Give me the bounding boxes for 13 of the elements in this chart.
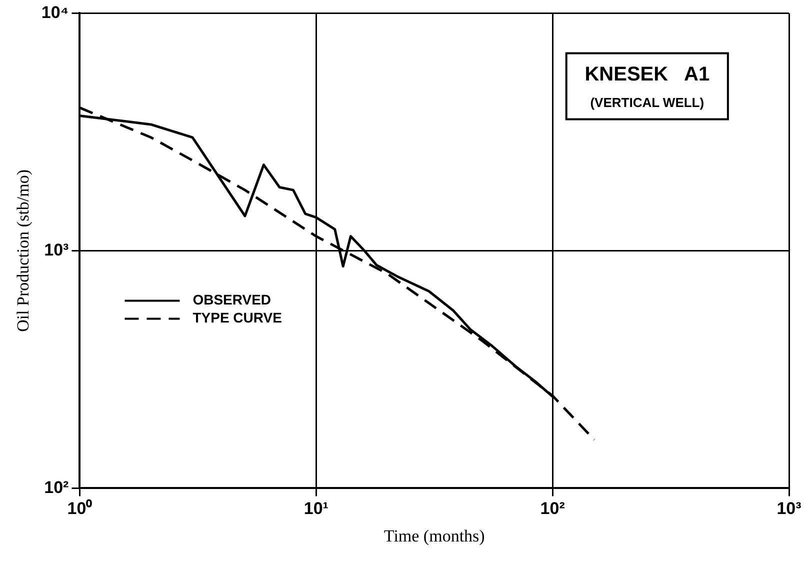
annotation: (VERTICAL WELL) bbox=[590, 94, 704, 110]
annotation: KNESEK A1 bbox=[584, 64, 710, 86]
legend-label: TYPE CURVE bbox=[192, 310, 282, 326]
y-tick-label: 10³ bbox=[44, 240, 70, 260]
x-tick-label: 10³ bbox=[776, 499, 802, 518]
y-tick-label: 10⁴ bbox=[41, 2, 69, 22]
y-tick-label: 10² bbox=[44, 478, 70, 497]
x-tick-label: 10² bbox=[540, 499, 566, 518]
y-axis-title: Oil Production (stb/mo) bbox=[14, 169, 33, 332]
x-tick-label: 10¹ bbox=[304, 499, 329, 518]
x-tick-label: 10⁰ bbox=[67, 499, 92, 518]
legend-label: OBSERVED bbox=[192, 292, 272, 308]
x-axis-title: Time (months) bbox=[384, 526, 485, 546]
